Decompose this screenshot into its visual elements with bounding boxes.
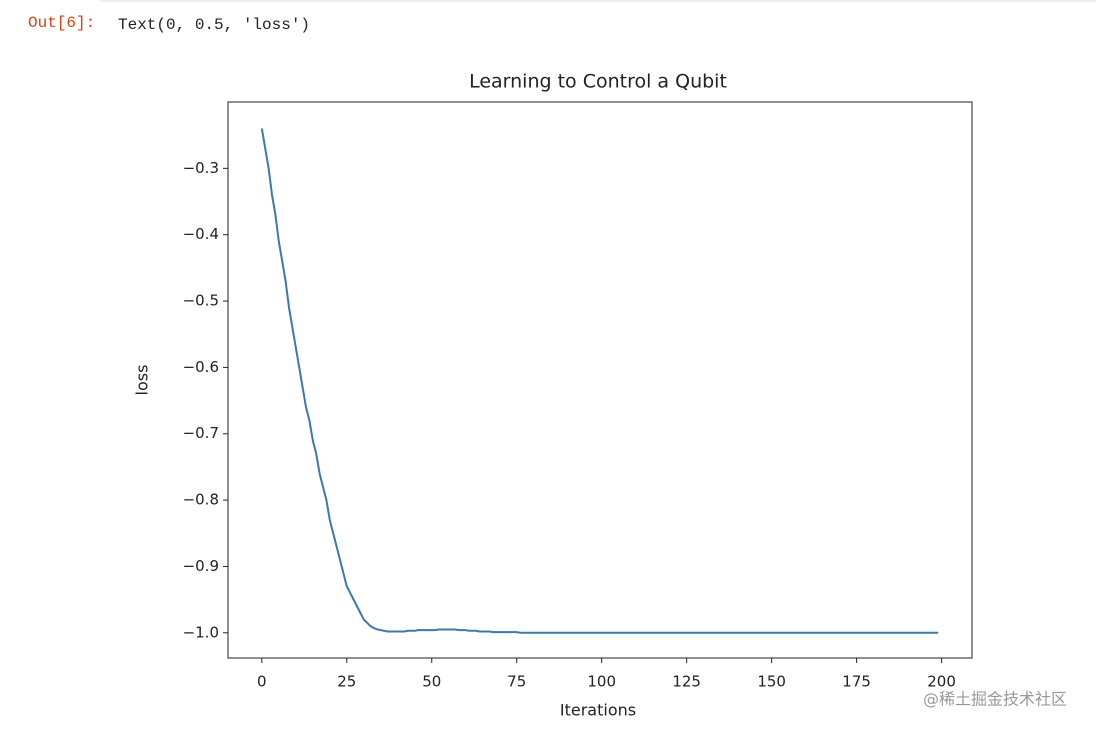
loss-line <box>260 128 939 634</box>
x-tick-label: 200 <box>927 673 956 691</box>
x-axis-label: Iterations <box>560 701 636 720</box>
x-tick-label: 175 <box>842 673 871 691</box>
plot-frame <box>227 101 973 659</box>
x-tick-label: 0 <box>257 673 267 691</box>
x-tick-label: 50 <box>422 673 441 691</box>
chart-title: Learning to Control a Qubit <box>469 71 727 93</box>
x-tick-label: 150 <box>757 673 786 691</box>
x-tick-label: 75 <box>507 673 526 691</box>
y-tick-label: −0.5 <box>183 292 219 310</box>
y-axis-label: loss <box>133 365 152 396</box>
y-tick-label: −0.9 <box>183 557 219 575</box>
y-tick-label: −0.6 <box>183 358 219 376</box>
output-text: Text(0, 0.5, 'loss') <box>118 16 310 34</box>
x-tick-label: 100 <box>587 673 616 691</box>
y-tick-label: −0.4 <box>183 225 219 243</box>
watermark: @稀土掘金技术社区 <box>923 690 1067 709</box>
x-tick-label: 125 <box>672 673 701 691</box>
x-tick-label: 25 <box>337 673 356 691</box>
y-tick-label: −0.7 <box>183 424 219 442</box>
output-prompt: Out[6]: <box>28 14 95 32</box>
y-tick-label: −0.3 <box>183 159 219 177</box>
y-tick-label: −1.0 <box>183 623 219 641</box>
y-tick-label: −0.8 <box>183 491 219 509</box>
